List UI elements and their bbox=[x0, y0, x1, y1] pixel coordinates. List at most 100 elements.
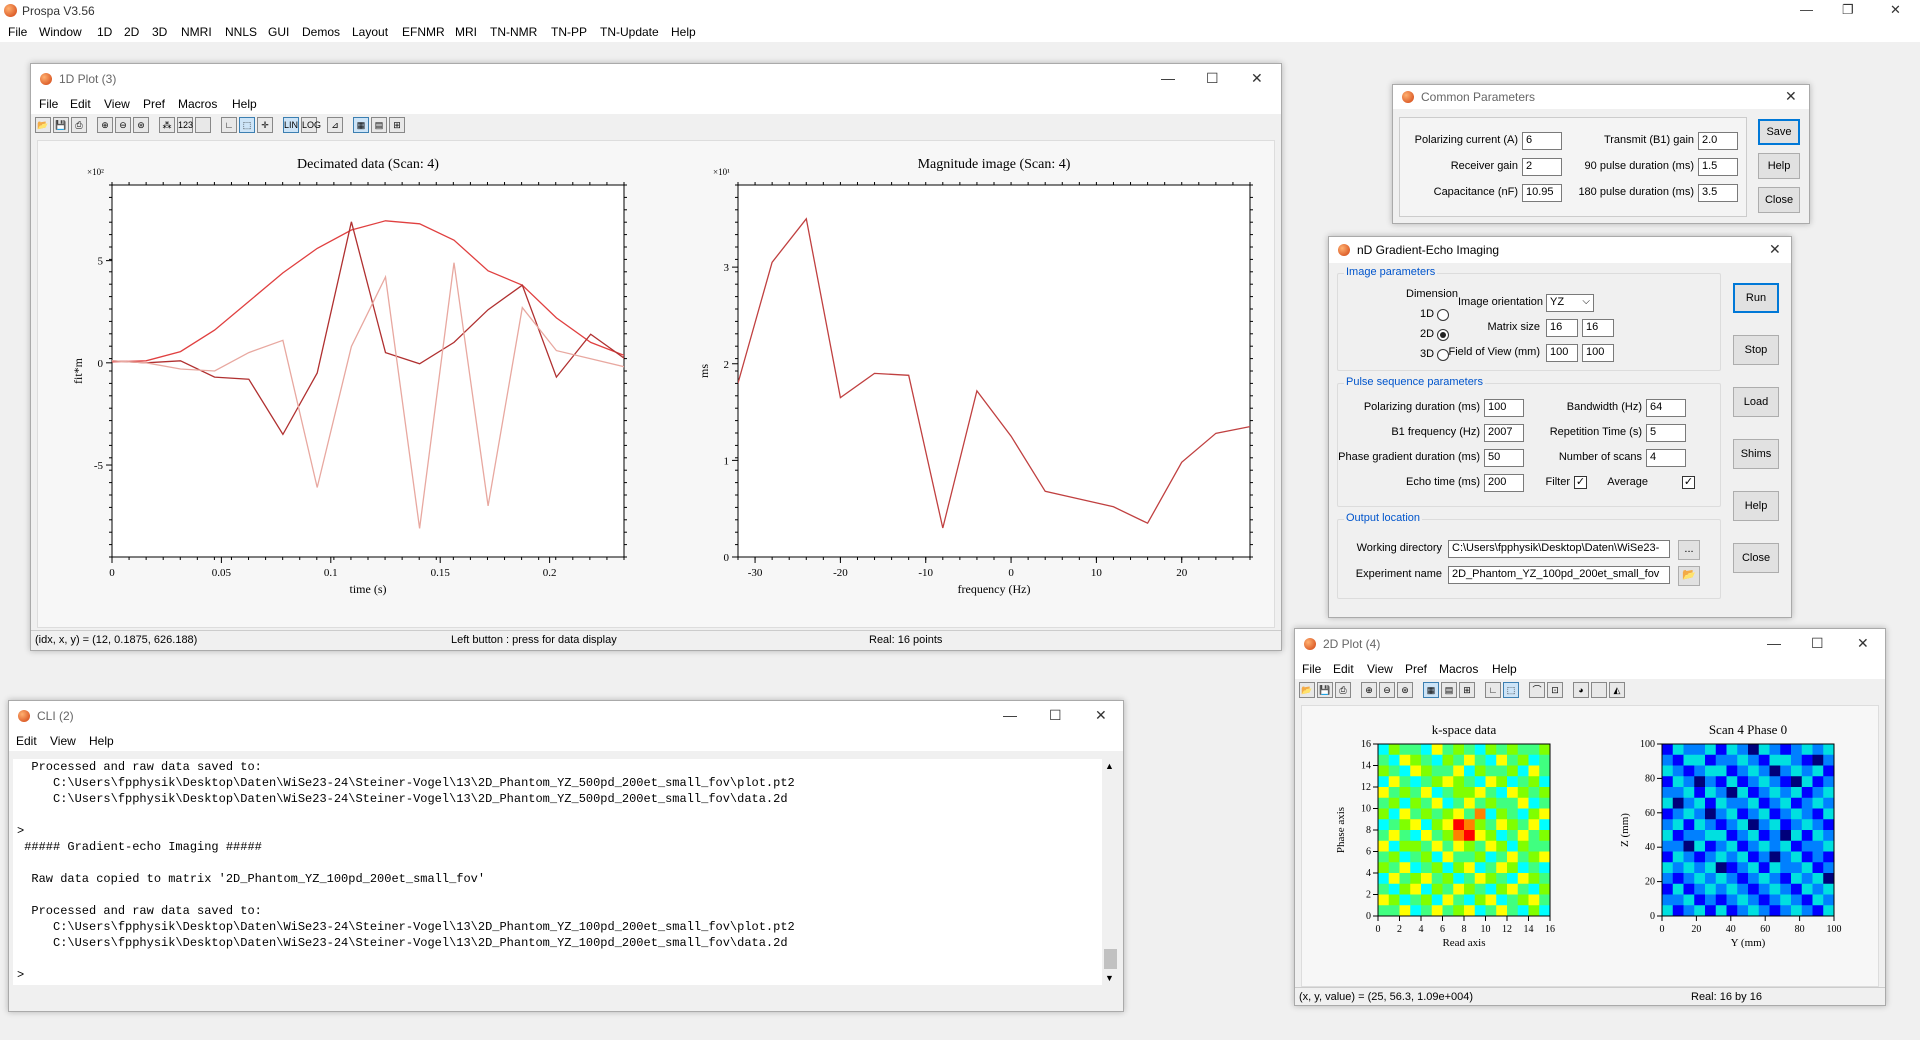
restore-icon[interactable]: ❐ bbox=[1842, 2, 1854, 17]
dim-3d-radio[interactable] bbox=[1437, 349, 1449, 361]
menu-macros[interactable]: Macros bbox=[1439, 662, 1479, 676]
scroll-down-icon[interactable]: ▼ bbox=[1105, 973, 1114, 983]
plot2d-area[interactable]: 0 2 4 6 8 10 12 14 16 0 2 4 6 8 10 12 14 16 k-space data Re… bbox=[1301, 705, 1879, 987]
run-button[interactable]: Run bbox=[1733, 283, 1779, 313]
menu-file[interactable]: File bbox=[1302, 662, 1322, 676]
menu-help[interactable]: Help bbox=[89, 734, 114, 748]
help-button[interactable]: Help bbox=[1758, 153, 1800, 179]
zoom-full-icon[interactable]: ⊛ bbox=[133, 117, 149, 133]
zoom-out-icon[interactable]: ⊖ bbox=[115, 117, 131, 133]
menu-nmri[interactable]: NMRI bbox=[181, 25, 212, 39]
menu-layout[interactable]: Layout bbox=[352, 25, 389, 39]
dim-2d-radio[interactable] bbox=[1437, 329, 1449, 341]
zoom-out-icon[interactable]: ⊖ bbox=[1379, 682, 1395, 698]
layout-split-icon[interactable]: ▤ bbox=[1441, 682, 1457, 698]
plot1d-canvas[interactable]: 0 0.05 0.1 0.15 0.2 5 0 -5 Decimated data (Scan:… bbox=[38, 141, 1276, 629]
phase-gradient-field[interactable]: 50 bbox=[1484, 449, 1524, 467]
menu-file[interactable]: File bbox=[39, 97, 59, 111]
traces-icon[interactable]: ⁂ bbox=[159, 117, 175, 133]
menu-edit[interactable]: Edit bbox=[70, 97, 91, 111]
maximize-icon[interactable]: ☐ bbox=[1811, 635, 1824, 651]
help-button[interactable]: Help bbox=[1733, 491, 1779, 521]
transmit-gain-field[interactable]: 2.0 bbox=[1698, 132, 1738, 150]
layout-single-icon[interactable]: ▦ bbox=[1423, 682, 1439, 698]
pulse90-field[interactable]: 1.5 bbox=[1698, 158, 1738, 176]
cli-output[interactable]: Processed and raw data saved to: C:\User… bbox=[13, 759, 1103, 985]
polarizing-duration-field[interactable]: 100 bbox=[1484, 399, 1524, 417]
menu-efnmr[interactable]: EFNMR bbox=[402, 25, 445, 39]
browse-button[interactable]: ... bbox=[1678, 540, 1700, 560]
stop-button[interactable]: Stop bbox=[1733, 335, 1779, 365]
menu-edit[interactable]: Edit bbox=[1333, 662, 1354, 676]
maximize-icon[interactable]: ☐ bbox=[1049, 707, 1062, 723]
print-icon[interactable]: ⎙ bbox=[71, 117, 87, 133]
menu-3d[interactable]: 3D bbox=[152, 25, 168, 39]
colorbar-icon[interactable] bbox=[1591, 682, 1607, 698]
repetition-time-field[interactable]: 5 bbox=[1646, 424, 1686, 442]
contour-icon[interactable]: ⌒ bbox=[1529, 682, 1545, 698]
minimize-icon[interactable]: — bbox=[1003, 707, 1017, 723]
save-icon[interactable]: 💾 bbox=[1317, 682, 1333, 698]
layout-single-icon[interactable]: ▦ bbox=[353, 117, 369, 133]
menu-help[interactable]: Help bbox=[232, 97, 257, 111]
average-checkbox[interactable]: ✓ bbox=[1682, 476, 1695, 489]
open-folder-button[interactable]: 📂 bbox=[1678, 566, 1700, 586]
close-icon[interactable]: ✕ bbox=[1857, 635, 1869, 651]
minimize-icon[interactable]: — bbox=[1161, 70, 1175, 86]
stack-icon[interactable]: ⊡ bbox=[1547, 682, 1563, 698]
menu-2d[interactable]: 2D bbox=[124, 25, 140, 39]
close-icon[interactable]: ✕ bbox=[1890, 2, 1901, 17]
axes-icon[interactable]: ∟ bbox=[221, 117, 237, 133]
expname-field[interactable]: 2D_Phantom_YZ_100pd_200et_small_fov bbox=[1448, 566, 1670, 584]
num-scans-field[interactable]: 4 bbox=[1646, 449, 1686, 467]
menu-view[interactable]: View bbox=[104, 97, 130, 111]
layout-add-icon[interactable]: ⊞ bbox=[389, 117, 405, 133]
minimize-icon[interactable]: — bbox=[1800, 2, 1813, 17]
menu-nnls[interactable]: NNLS bbox=[225, 25, 258, 39]
menu-file[interactable]: File bbox=[8, 25, 28, 39]
scroll-thumb[interactable] bbox=[1104, 949, 1117, 969]
menu-tn-nmr[interactable]: TN-NMR bbox=[490, 25, 538, 39]
menu-demos[interactable]: Demos bbox=[302, 25, 341, 39]
lin-icon[interactable]: LIN bbox=[283, 117, 299, 133]
close-icon[interactable]: ✕ bbox=[1769, 241, 1781, 257]
menu-view[interactable]: View bbox=[50, 734, 76, 748]
numbers-icon[interactable]: 123 bbox=[177, 117, 193, 133]
colors-icon[interactable] bbox=[195, 117, 211, 133]
menu-mri[interactable]: MRI bbox=[455, 25, 477, 39]
pulse180-field[interactable]: 3.5 bbox=[1698, 184, 1738, 202]
select-region-icon[interactable]: ⬚ bbox=[239, 117, 255, 133]
echo-time-field[interactable]: 200 bbox=[1484, 474, 1524, 492]
b1-frequency-field[interactable]: 2007 bbox=[1484, 424, 1524, 442]
open-icon[interactable]: 📂 bbox=[35, 117, 51, 133]
filter-checkbox[interactable]: ✓ bbox=[1574, 476, 1587, 489]
matrix-size-y-field[interactable]: 16 bbox=[1582, 319, 1614, 337]
capacitance-field[interactable]: 10.95 bbox=[1522, 184, 1562, 202]
menu-edit[interactable]: Edit bbox=[16, 734, 37, 748]
select-region-icon[interactable]: ⬚ bbox=[1503, 682, 1519, 698]
zoom-in-icon[interactable]: ⊕ bbox=[97, 117, 113, 133]
matrix-size-x-field[interactable]: 16 bbox=[1546, 319, 1578, 337]
menu-pref[interactable]: Pref bbox=[1405, 662, 1428, 676]
fov-y-field[interactable]: 100 bbox=[1582, 344, 1614, 362]
plot2d-canvas[interactable]: 0 2 4 6 8 10 12 14 16 0 2 4 6 8 10 12 14 16 k-space data Re… bbox=[1302, 706, 1880, 988]
close-icon[interactable]: ✕ bbox=[1785, 88, 1797, 104]
zoom-in-icon[interactable]: ⊕ bbox=[1361, 682, 1377, 698]
orientation-select[interactable]: YZ ⌵ bbox=[1546, 294, 1594, 312]
open-icon[interactable]: 📂 bbox=[1299, 682, 1315, 698]
close-button[interactable]: Close bbox=[1733, 543, 1779, 573]
menu-macros[interactable]: Macros bbox=[178, 97, 218, 111]
close-icon[interactable]: ✕ bbox=[1251, 70, 1263, 86]
surface-icon[interactable]: ◭ bbox=[1609, 682, 1625, 698]
menu-gui[interactable]: GUI bbox=[268, 25, 290, 39]
menu-1d[interactable]: 1D bbox=[97, 25, 113, 39]
polarizing-current-field[interactable]: 6 bbox=[1522, 132, 1562, 150]
close-icon[interactable]: ✕ bbox=[1095, 707, 1107, 723]
receiver-gain-field[interactable]: 2 bbox=[1522, 158, 1562, 176]
zoom-full-icon[interactable]: ⊛ bbox=[1397, 682, 1413, 698]
shims-button[interactable]: Shims bbox=[1733, 439, 1779, 469]
print-icon[interactable]: ⎙ bbox=[1335, 682, 1351, 698]
menu-tn-update[interactable]: TN-Update bbox=[600, 25, 659, 39]
bandwidth-field[interactable]: 64 bbox=[1646, 399, 1686, 417]
menu-help[interactable]: Help bbox=[1492, 662, 1517, 676]
